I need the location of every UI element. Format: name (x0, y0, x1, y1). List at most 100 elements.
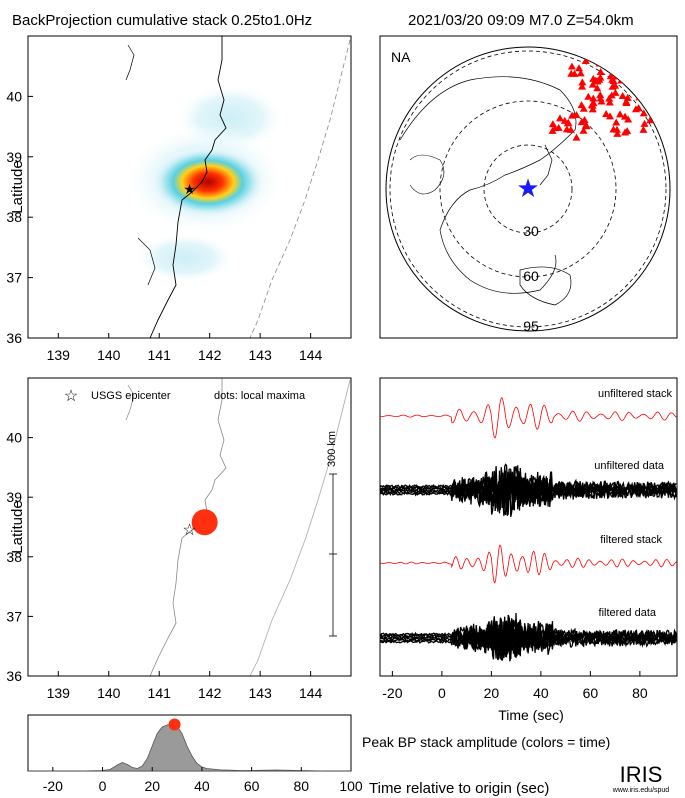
distance-ring-30 (483, 144, 573, 234)
station-marker (645, 60, 654, 68)
station-marker (605, 112, 614, 120)
bottom-trench-line (249, 379, 351, 676)
station-marker (584, 92, 593, 100)
scale-bar: 300 km (326, 431, 338, 637)
station-marker (602, 59, 611, 67)
bottom-coastline-west (125, 384, 135, 421)
trace-x-tick-label: 0 (438, 685, 446, 701)
station-marker (640, 119, 649, 127)
bottom-map-frame (27, 377, 352, 677)
station-marker (595, 59, 604, 67)
energy-hotspot (150, 146, 266, 218)
top-map-panel: ★ 139 140 141 142 143 144 36 37 38 39 40 Latitude (6, 35, 352, 363)
y-tick-label: 38 (6, 209, 22, 225)
station-marker (642, 84, 651, 92)
iris-logo-text: IRIS (620, 762, 663, 787)
station-marker (589, 99, 598, 107)
secondary-energy-blob (135, 233, 235, 283)
event-info: 2021/03/20 09:09 M7.0 Z=54.0km (408, 12, 634, 29)
y-tick-label: 39 (6, 489, 22, 505)
top-map-axes: 139 140 141 142 143 144 36 37 38 39 40 (6, 88, 322, 363)
station-marker (639, 109, 648, 117)
distance-ring-95 (389, 50, 667, 328)
station-marker (611, 88, 620, 96)
station-marker (613, 129, 622, 137)
station-marker (636, 86, 645, 94)
peak-amplitude-marker (168, 718, 181, 731)
station-marker (657, 92, 666, 100)
station-marker (621, 112, 630, 120)
station-marker (622, 76, 631, 84)
traces-panel: unfiltered stack unfiltered data filtere… (379, 377, 678, 723)
filtered-data-trace (379, 617, 677, 660)
station-marker (655, 109, 664, 117)
peak-x-tick-label: 20 (144, 778, 160, 794)
station-marker (566, 125, 575, 133)
station-marker (608, 59, 617, 67)
top-map-ylabel: Latitude (9, 160, 26, 213)
x-tick-label: 140 (97, 685, 121, 701)
station-marker (631, 105, 640, 113)
trace-x-tick-label: 20 (484, 685, 500, 701)
japan-outline (539, 144, 553, 186)
station-marker (618, 92, 627, 100)
top-map-frame (27, 35, 352, 339)
scale-bar-label: 300 km (326, 431, 338, 467)
station-marker (579, 104, 588, 112)
station-marker (622, 97, 631, 105)
x-tick-label: 143 (248, 685, 272, 701)
station-marker (588, 105, 597, 113)
y-tick-label: 36 (6, 330, 22, 346)
iris-logo: IRIS www.iris.edu/spud (612, 762, 670, 794)
local-maximum-dot (191, 509, 218, 536)
globe-panel: NA 30 60 95 ★ (379, 35, 678, 339)
station-marker (593, 84, 602, 92)
station-marker (623, 93, 632, 101)
x-tick-label: 139 (47, 685, 71, 701)
coastline-west (125, 44, 135, 81)
trace-x-tick-label: 80 (632, 685, 648, 701)
x-tick-label: 143 (248, 347, 272, 363)
station-marker (607, 58, 616, 66)
traces-xlabel: Time (sec) (498, 707, 564, 723)
x-tick-label: 142 (198, 347, 222, 363)
globe-region-label: NA (391, 49, 411, 65)
peak-x-tick-label: -20 (43, 778, 63, 794)
station-marker (589, 74, 598, 82)
legend-epicenter-label: USGS epicenter (91, 390, 171, 402)
y-tick-label: 38 (6, 549, 22, 565)
station-marker (580, 115, 589, 123)
peak-amplitude-chart: -20 0 20 40 60 80 100 (27, 714, 363, 794)
epicenter-star-icon: ★ (183, 181, 196, 197)
peak-caption: Peak BP stack amplitude (colors = time) (362, 734, 610, 750)
iris-logo-url: www.iris.edu/spud (612, 787, 670, 794)
x-tick-label: 141 (148, 685, 172, 701)
trace-label-filtered-data: filtered data (599, 607, 657, 619)
peak-x-tick-label: 40 (194, 778, 210, 794)
figure-title: BackProjection cumulative stack 0.25to1.… (12, 12, 312, 29)
globe-epicenter-star-icon: ★ (516, 173, 539, 203)
station-marker (655, 112, 664, 120)
legend-dots-label: dots: local maxima (214, 390, 306, 402)
unfiltered-data-trace (379, 466, 677, 507)
unfiltered-stack-trace (379, 397, 678, 439)
station-marker (581, 56, 590, 64)
station-marker (596, 67, 605, 75)
continent-outline-2 (409, 154, 445, 195)
globe-outline (385, 46, 671, 332)
station-marker (578, 82, 587, 90)
trace-lines (379, 397, 678, 662)
trench-line (249, 39, 351, 338)
station-marker (612, 118, 621, 126)
x-tick-label: 141 (148, 347, 172, 363)
station-marker (575, 64, 584, 72)
bottom-map-ylabel: Latitude (9, 500, 26, 553)
station-marker (659, 76, 668, 84)
station-marker (548, 120, 557, 128)
ring-label-95: 95 (523, 318, 539, 334)
station-marker (610, 68, 619, 76)
y-tick-label: 39 (6, 149, 22, 165)
station-marker (554, 123, 563, 131)
y-tick-label: 40 (6, 430, 22, 446)
